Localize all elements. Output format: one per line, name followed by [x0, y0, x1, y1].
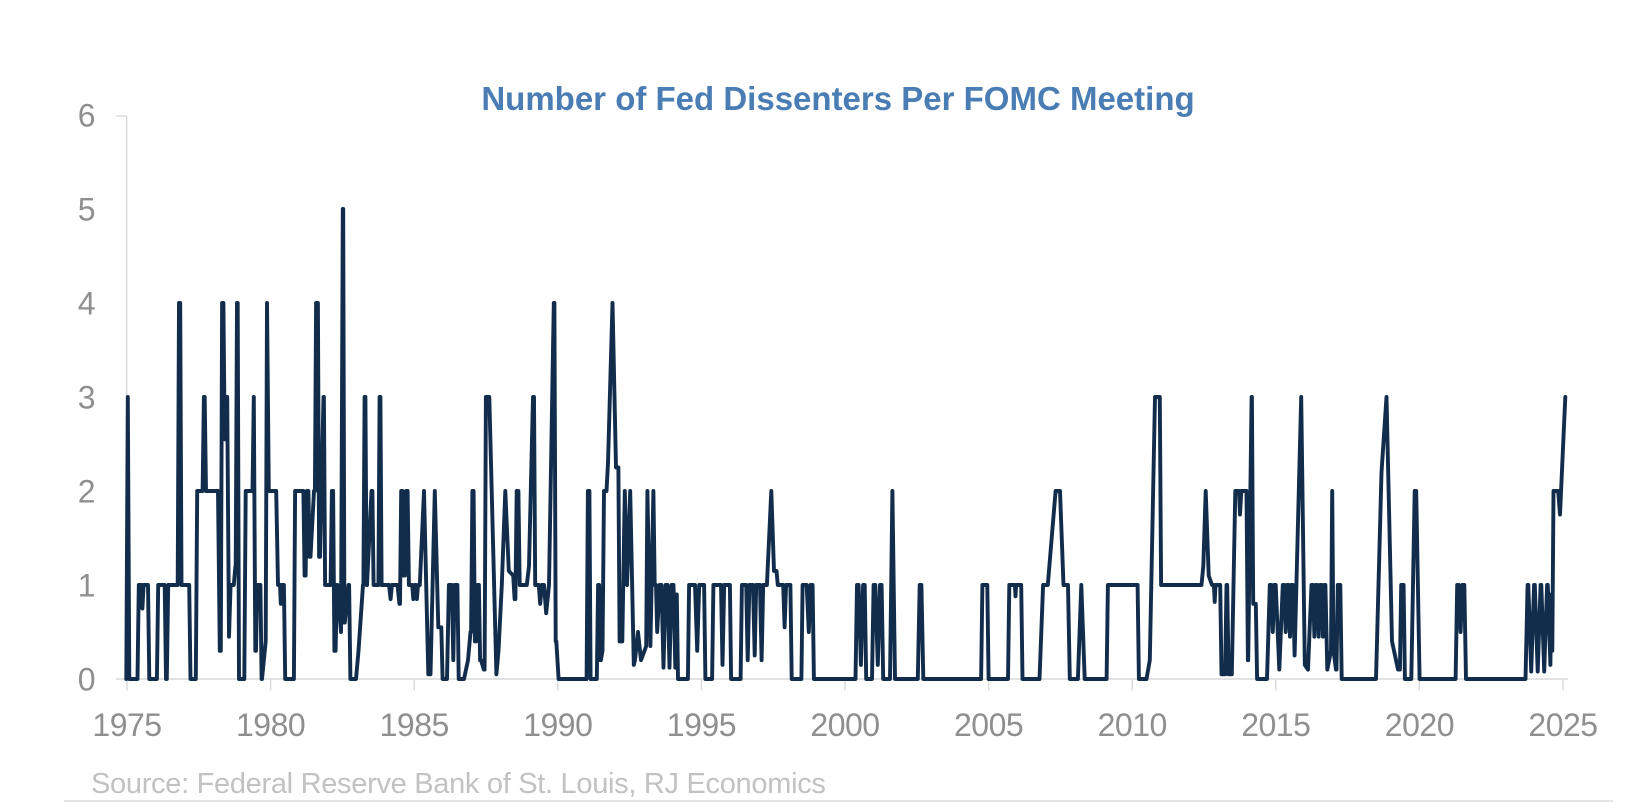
svg-text:4: 4	[78, 286, 95, 322]
svg-text:1995: 1995	[667, 707, 736, 743]
svg-text:1990: 1990	[523, 707, 592, 743]
svg-text:2015: 2015	[1241, 707, 1310, 743]
svg-text:2025: 2025	[1528, 707, 1597, 743]
svg-text:6: 6	[78, 98, 95, 134]
svg-text:Source: Federal Reserve Bank o: Source: Federal Reserve Bank of St. Loui…	[91, 768, 826, 800]
svg-text:1985: 1985	[380, 707, 449, 743]
svg-text:1975: 1975	[92, 707, 161, 743]
svg-text:3: 3	[78, 380, 95, 416]
svg-text:2010: 2010	[1098, 707, 1167, 743]
svg-text:0: 0	[78, 662, 95, 698]
svg-text:1: 1	[78, 568, 95, 604]
svg-text:2020: 2020	[1385, 707, 1454, 743]
svg-text:5: 5	[78, 192, 95, 228]
svg-text:Number of Fed Dissenters Per F: Number of Fed Dissenters Per FOMC Meetin…	[481, 80, 1194, 117]
svg-text:2000: 2000	[810, 707, 879, 743]
svg-text:2005: 2005	[954, 707, 1023, 743]
svg-text:1980: 1980	[236, 707, 305, 743]
svg-text:2: 2	[78, 474, 95, 510]
